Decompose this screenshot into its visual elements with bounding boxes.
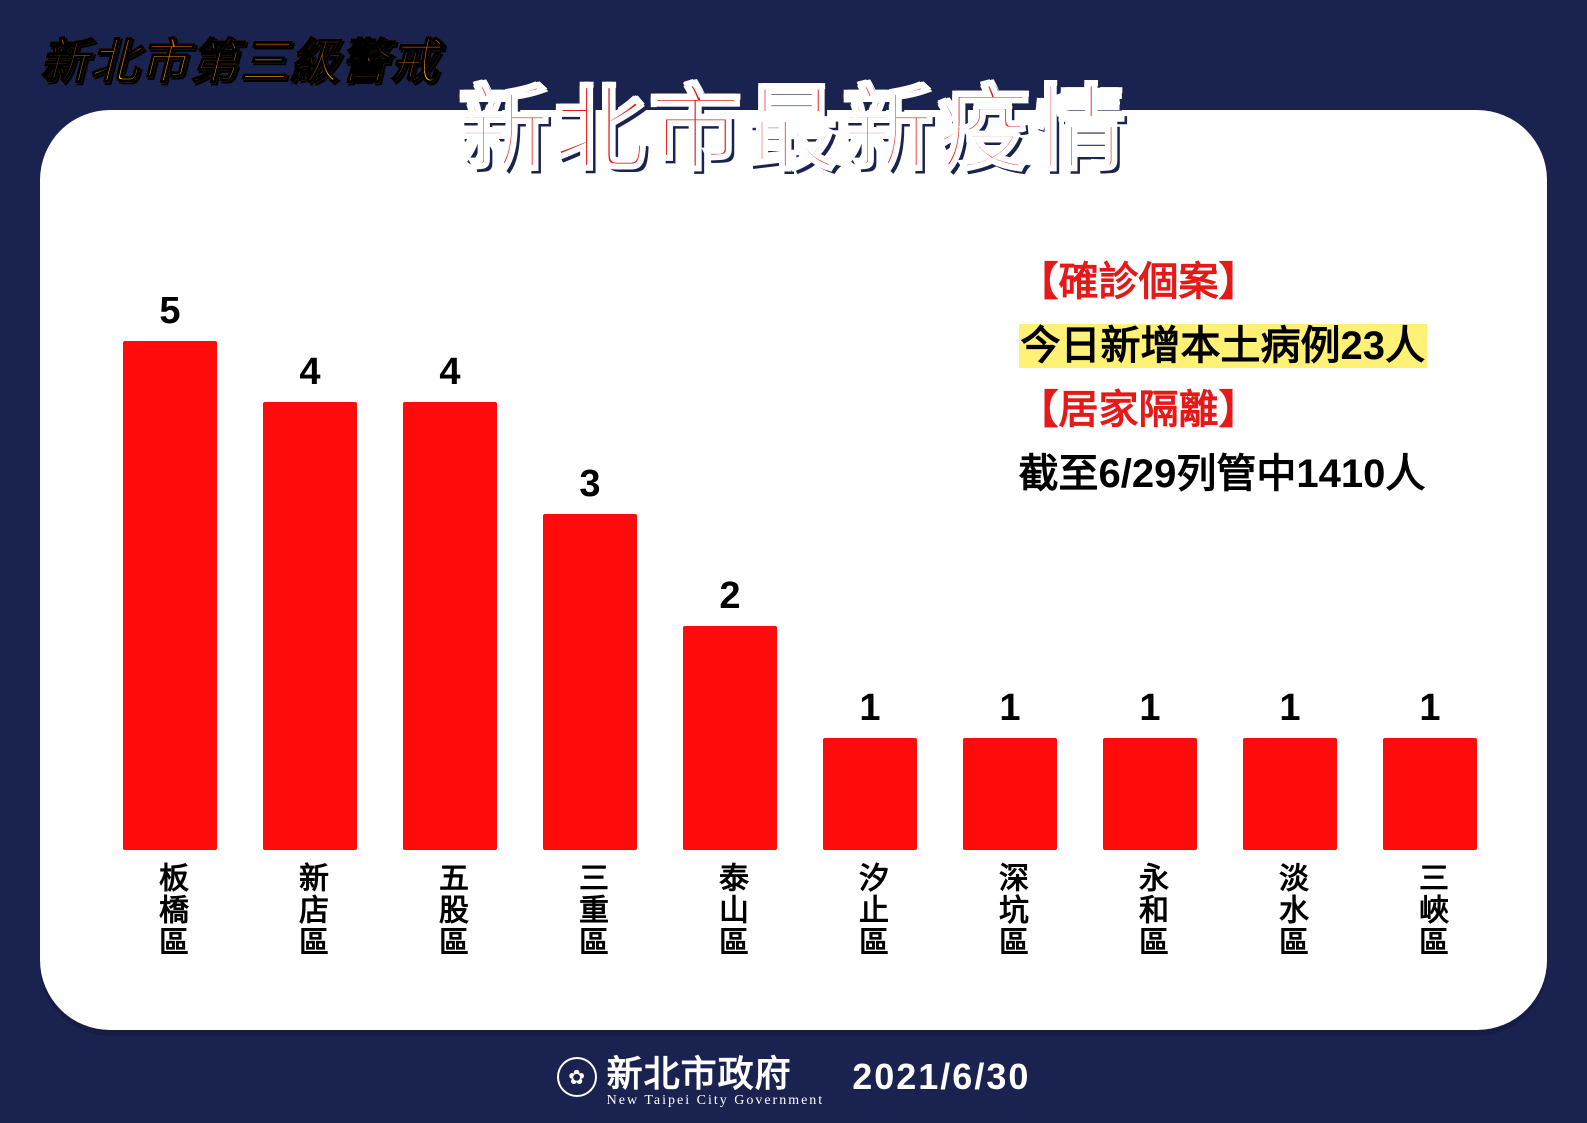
bar-wrap: 1 xyxy=(800,290,940,850)
bar-wrap: 2 xyxy=(660,290,800,850)
alert-level-header: 新北市第三級警戒 xyxy=(40,22,440,92)
bar-label: 新店區 xyxy=(240,860,380,960)
info-line-confirmed: 今日新增本土病例23人 xyxy=(1019,314,1428,378)
city-logo-icon: ✿ xyxy=(557,1057,597,1097)
info-heading-confirmed: 【確診個案】 xyxy=(1019,250,1428,314)
bar-value: 4 xyxy=(299,351,320,394)
bar-label: 永和區 xyxy=(1080,860,1220,960)
bar-value: 1 xyxy=(859,687,880,730)
bar xyxy=(823,738,917,850)
info-line-confirmed-text: 今日新增本土病例23人 xyxy=(1019,324,1428,368)
page: 新北市第三級警戒 新北市最新疫情 5 4 4 3 2 1 1 1 1 1 板橋區新店區五股區三重區… xyxy=(0,0,1587,1123)
bar-label: 三峽區 xyxy=(1360,860,1500,960)
bar-wrap: 5 xyxy=(100,290,240,850)
bar xyxy=(123,341,217,850)
bar xyxy=(963,738,1057,850)
bar xyxy=(683,626,777,850)
main-title: 新北市最新疫情 xyxy=(457,55,1129,188)
bar-value: 4 xyxy=(439,351,460,394)
bar-label: 板橋區 xyxy=(100,860,240,960)
bar-label: 三重區 xyxy=(520,860,660,960)
bar-value: 3 xyxy=(579,463,600,506)
bar-wrap: 4 xyxy=(380,290,520,850)
bar xyxy=(543,514,637,850)
bar xyxy=(1243,738,1337,850)
bar-label: 汐止區 xyxy=(800,860,940,960)
footer-date: 2021/6/30 xyxy=(852,1056,1030,1098)
bar xyxy=(403,402,497,850)
info-heading-quarantine: 【居家隔離】 xyxy=(1019,378,1428,442)
bar-value: 1 xyxy=(1139,687,1160,730)
content-card: 新北市最新疫情 5443211111 板橋區新店區五股區三重區泰山區汐止區深坑區… xyxy=(40,110,1547,1030)
footer-org: ✿ 新北市政府 New Taipei City Government xyxy=(557,1045,825,1109)
bar-value: 1 xyxy=(1419,687,1440,730)
bar-label: 深坑區 xyxy=(940,860,1080,960)
bar-wrap: 4 xyxy=(240,290,380,850)
bar-value: 5 xyxy=(159,290,180,333)
bar-label: 淡水區 xyxy=(1220,860,1360,960)
labels-container: 板橋區新店區五股區三重區泰山區汐止區深坑區永和區淡水區三峽區 xyxy=(100,860,1500,960)
footer-org-cn: 新北市政府 xyxy=(607,1054,792,1094)
bar xyxy=(263,402,357,850)
footer: ✿ 新北市政府 New Taipei City Government 2021/… xyxy=(0,1045,1587,1109)
bar-value: 1 xyxy=(999,687,1020,730)
bar xyxy=(1103,738,1197,850)
bar-wrap: 3 xyxy=(520,290,660,850)
footer-org-text: 新北市政府 New Taipei City Government xyxy=(607,1045,825,1109)
bar xyxy=(1383,738,1477,850)
info-line-quarantine: 截至6/29列管中1410人 xyxy=(1019,442,1428,506)
footer-org-en: New Taipei City Government xyxy=(607,1093,825,1109)
info-panel: 【確診個案】 今日新增本土病例23人 【居家隔離】 截至6/29列管中1410人 xyxy=(1019,250,1428,506)
bar-label: 五股區 xyxy=(380,860,520,960)
bar-value: 2 xyxy=(719,575,740,618)
bar-value: 1 xyxy=(1279,687,1300,730)
bar-label: 泰山區 xyxy=(660,860,800,960)
